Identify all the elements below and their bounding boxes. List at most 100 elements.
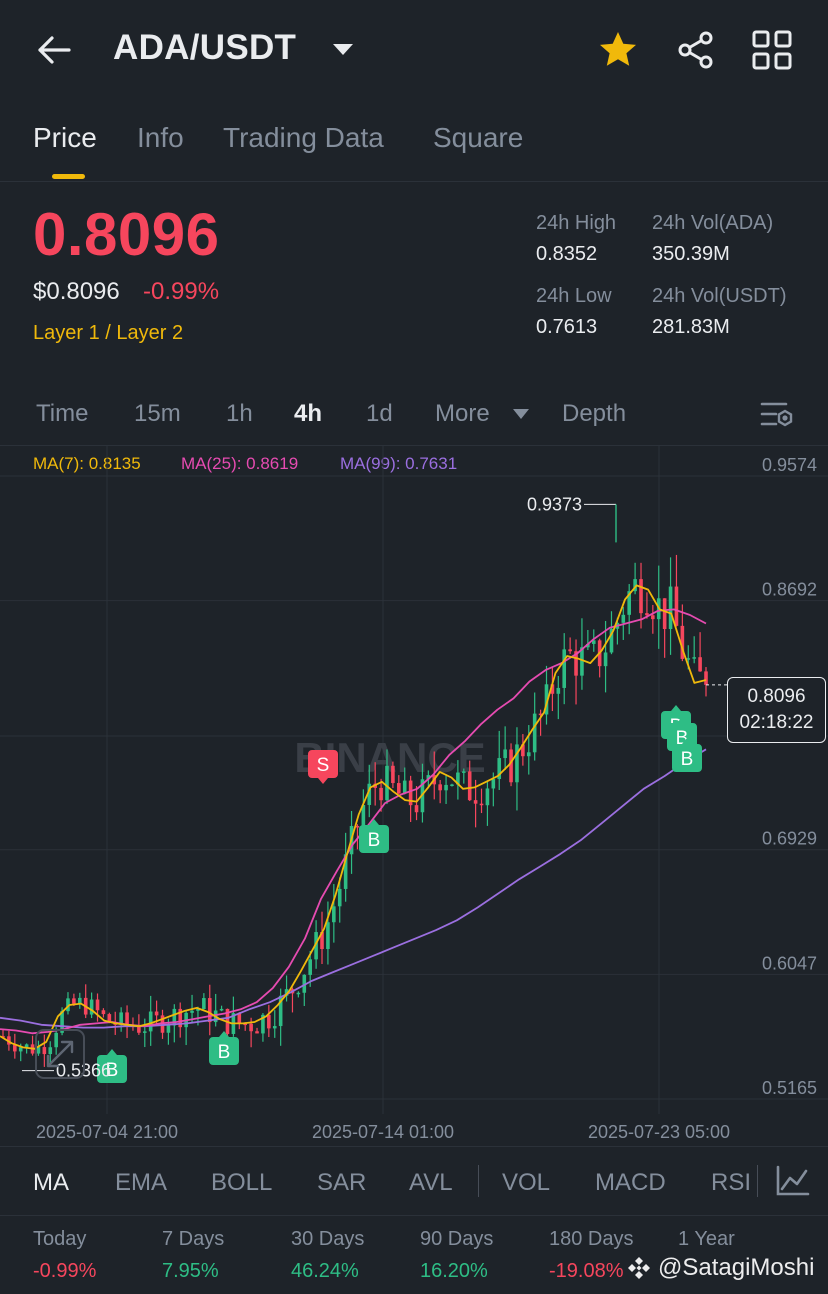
main-tabs: Price Info Trading Data Square bbox=[0, 100, 828, 182]
line-chart-icon[interactable] bbox=[770, 1161, 814, 1201]
current-price-tag: 0.8096 02:18:22 bbox=[727, 677, 826, 743]
tab-trading-data[interactable]: Trading Data bbox=[223, 122, 384, 153]
perf-value-90d: 16.20% bbox=[420, 1260, 488, 1282]
candlestick-chart[interactable]: BINANCE BBSBBBB 0.95740.86920.69290.6047… bbox=[0, 446, 828, 1146]
indicator-macd[interactable]: MACD bbox=[595, 1169, 666, 1196]
grid-icon bbox=[752, 30, 792, 70]
indicator-vol[interactable]: VOL bbox=[502, 1169, 551, 1196]
price-change: -0.99% bbox=[143, 278, 220, 305]
candle-body bbox=[355, 825, 360, 828]
interval-more[interactable]: More bbox=[435, 400, 490, 427]
category-tag[interactable]: Layer 1 / Layer 2 bbox=[33, 322, 184, 344]
candle-body bbox=[207, 998, 212, 1023]
expand-icon bbox=[46, 1040, 74, 1068]
candle-body bbox=[426, 775, 431, 780]
candle-body bbox=[314, 932, 318, 960]
buy-marker bbox=[672, 738, 702, 772]
candle-body bbox=[77, 997, 82, 1004]
buy-marker bbox=[209, 1031, 239, 1065]
indicator-boll[interactable]: BOLL bbox=[211, 1169, 273, 1196]
candle-body bbox=[692, 657, 696, 659]
perf-value-180d: -19.08% bbox=[549, 1260, 624, 1282]
favorite-button[interactable] bbox=[594, 26, 642, 74]
candle-body bbox=[574, 651, 578, 676]
ma99-line bbox=[0, 748, 707, 1029]
candle-body bbox=[196, 1008, 200, 1011]
candle-body bbox=[343, 854, 348, 889]
perf-label-30d: 30 Days bbox=[291, 1228, 365, 1250]
candle-body bbox=[7, 1036, 11, 1045]
candle-body bbox=[698, 657, 702, 672]
candle-countdown: 02:18:22 bbox=[739, 712, 814, 733]
candle-body bbox=[302, 974, 307, 993]
candle-body bbox=[66, 998, 70, 1012]
candle-body bbox=[24, 1044, 29, 1048]
indicator-sar[interactable]: SAR bbox=[317, 1169, 367, 1196]
indicator-avl[interactable]: AVL bbox=[409, 1169, 453, 1196]
candle-body bbox=[125, 1012, 129, 1025]
x-axis-label: 2025-07-14 01:00 bbox=[312, 1122, 454, 1142]
candle-body bbox=[485, 788, 490, 806]
chevron-down-icon[interactable] bbox=[512, 408, 530, 420]
share-icon bbox=[678, 31, 713, 69]
tab-price[interactable]: Price bbox=[33, 122, 97, 153]
high-label: 24h High bbox=[536, 212, 617, 234]
interval-1d[interactable]: 1d bbox=[366, 400, 393, 427]
y-axis-label: 0.9574 bbox=[762, 455, 817, 475]
candle-body bbox=[278, 995, 283, 1027]
y-axis-label: 0.6047 bbox=[762, 953, 817, 973]
indicator-ma[interactable]: MA bbox=[33, 1169, 69, 1196]
candle-body bbox=[621, 614, 626, 623]
candle-body bbox=[562, 649, 567, 688]
expand-chart-button bbox=[35, 1029, 85, 1079]
candle-body bbox=[491, 779, 496, 789]
interval-time[interactable]: Time bbox=[36, 400, 89, 427]
low-label: 24h Low bbox=[536, 285, 612, 307]
interval-15m[interactable]: 15m bbox=[134, 400, 181, 427]
candle-body bbox=[36, 1047, 41, 1054]
candle-body bbox=[249, 1023, 253, 1032]
candle-body bbox=[237, 1013, 242, 1024]
candle-body bbox=[586, 643, 590, 648]
perf-label-1y: 1 Year bbox=[678, 1228, 735, 1250]
candle-body bbox=[662, 598, 667, 630]
candle-body bbox=[101, 1010, 106, 1015]
candle-body bbox=[119, 1012, 123, 1025]
candle-body bbox=[651, 615, 655, 620]
candle-body bbox=[367, 783, 372, 805]
tab-info[interactable]: Info bbox=[137, 122, 184, 153]
candle-body bbox=[456, 772, 460, 785]
interval-1h[interactable]: 1h bbox=[226, 400, 253, 427]
candle-body bbox=[332, 906, 336, 923]
candle-body bbox=[639, 579, 643, 614]
candle-body bbox=[385, 765, 389, 801]
indicator-rsi[interactable]: RSI bbox=[711, 1169, 752, 1196]
y-axis-label: 0.6929 bbox=[762, 829, 817, 849]
candle-body bbox=[296, 992, 301, 995]
ma7-line bbox=[0, 584, 707, 1050]
candle-body bbox=[326, 922, 330, 950]
trade-marker-label: B bbox=[368, 830, 381, 851]
sell-marker bbox=[308, 750, 338, 784]
low-value: 0.7613 bbox=[536, 316, 598, 338]
candle-body bbox=[479, 803, 484, 806]
candle-body bbox=[526, 752, 531, 757]
back-button[interactable] bbox=[30, 28, 78, 72]
grid-menu-button[interactable] bbox=[748, 26, 796, 74]
candle-body bbox=[515, 744, 519, 783]
chevron-down-icon[interactable] bbox=[330, 40, 356, 58]
share-button[interactable] bbox=[672, 26, 720, 74]
candle-body bbox=[408, 780, 413, 806]
chart-settings-icon[interactable] bbox=[756, 394, 798, 434]
candle-body bbox=[444, 784, 448, 791]
candle-body bbox=[450, 784, 454, 786]
author-watermark: @SatagiMoshi bbox=[626, 1254, 814, 1282]
interval-4h[interactable]: 4h bbox=[294, 400, 323, 427]
top-bar: ADA/USDT bbox=[0, 0, 828, 100]
back-arrow-icon bbox=[38, 36, 71, 64]
candle-body bbox=[521, 744, 525, 757]
indicator-ema[interactable]: EMA bbox=[115, 1169, 168, 1196]
tab-square[interactable]: Square bbox=[433, 122, 524, 153]
interval-depth[interactable]: Depth bbox=[562, 400, 627, 427]
pair-title[interactable]: ADA/USDT bbox=[113, 28, 297, 67]
